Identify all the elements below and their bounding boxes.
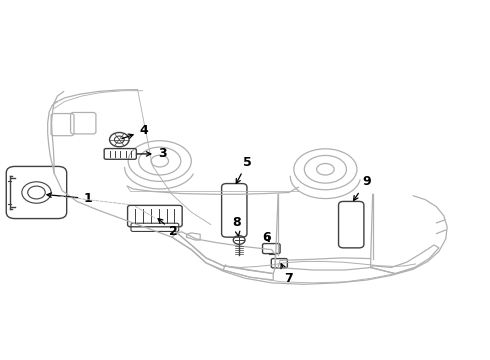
Text: 9: 9 [354, 175, 370, 201]
Text: 4: 4 [122, 124, 148, 139]
Text: 5: 5 [236, 156, 252, 184]
Text: 8: 8 [232, 216, 241, 236]
Text: 1: 1 [47, 192, 92, 205]
Text: 7: 7 [281, 264, 293, 285]
Text: 6: 6 [262, 231, 270, 244]
Text: 3: 3 [137, 148, 167, 161]
Text: 2: 2 [158, 219, 178, 238]
